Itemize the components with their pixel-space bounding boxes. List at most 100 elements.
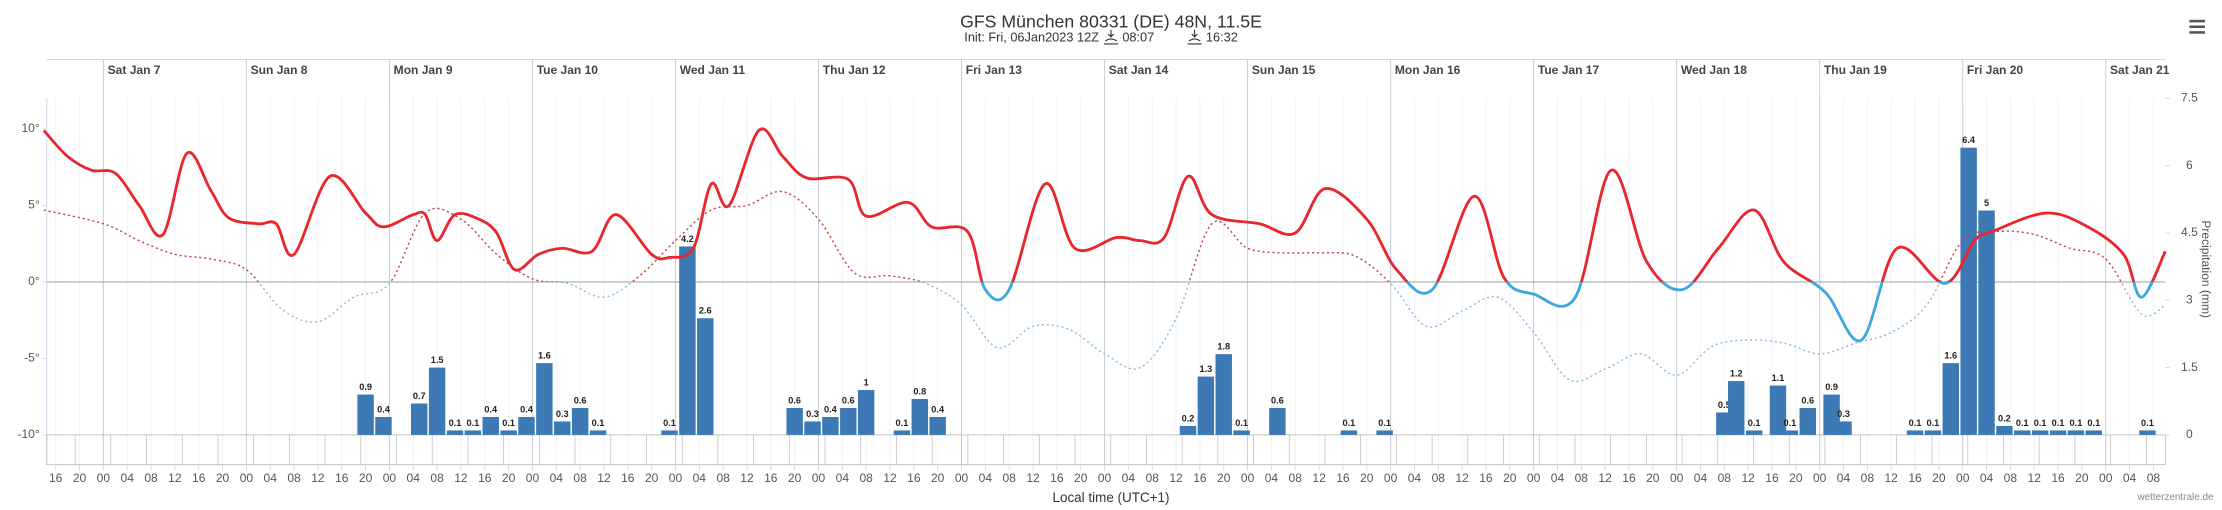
day-label: Wed Jan 18 <box>1681 63 1747 77</box>
precip-label: 0.1 <box>2070 418 2083 428</box>
x-tick-label: 20 <box>73 471 87 485</box>
wind-row-frame <box>46 434 2166 466</box>
precip-label: 1.6 <box>538 350 551 360</box>
precip-bar <box>1906 430 1924 435</box>
precip-label: 0.6 <box>1271 395 1284 405</box>
x-tick-label: 16 <box>1479 471 1493 485</box>
x-tick-label: 20 <box>1503 471 1517 485</box>
x-tick-label: 04 <box>1408 471 1422 485</box>
precip-label: 0.6 <box>788 395 801 405</box>
precip-label: 5 <box>1984 198 1989 208</box>
y2-tick-label: 4.5 <box>2181 225 2198 239</box>
precip-label: 0.2 <box>1998 413 2011 423</box>
x-tick-label: 04 <box>264 471 278 485</box>
sunrise-icon <box>1103 29 1119 45</box>
x-tick-label: 04 <box>836 471 850 485</box>
precip-label: 2.6 <box>699 306 712 316</box>
precip-label: 0.1 <box>2087 418 2100 428</box>
precip-label: 0.1 <box>466 418 479 428</box>
x-tick-label: 00 <box>955 471 969 485</box>
credit: wetterzentrale.de <box>2136 492 2213 503</box>
precip-label: 0.6 <box>842 395 855 405</box>
precip-bar <box>464 430 482 435</box>
precip-label: 0.3 <box>806 409 819 419</box>
wind-row <box>46 434 2166 466</box>
precip-label: 0.2 <box>1182 413 1195 423</box>
precip-bar <box>1745 430 1763 435</box>
x-tick-label: 12 <box>1741 471 1755 485</box>
x-tick-label: 12 <box>1312 471 1326 485</box>
day-label: Thu Jan 12 <box>823 63 886 77</box>
x-tick-label: 16 <box>49 471 63 485</box>
x-tick-label: 08 <box>716 471 730 485</box>
x-tick-label: 04 <box>979 471 993 485</box>
precip-bar <box>822 416 839 435</box>
precip-label: 0.6 <box>574 395 587 405</box>
precip-bar <box>1728 381 1745 435</box>
precip-label: 0.4 <box>824 404 838 414</box>
precip-label: 0.1 <box>1748 418 1761 428</box>
x-tick-label: 20 <box>1360 471 1374 485</box>
day-label: Sun Jan 15 <box>1252 63 1316 77</box>
x-tick-label: 12 <box>740 471 754 485</box>
x-tick-label: 12 <box>1169 471 1183 485</box>
x-tick-label: 20 <box>1217 471 1231 485</box>
x-tick-label: 08 <box>430 471 444 485</box>
x-tick-label: 00 <box>812 471 826 485</box>
precip-bar <box>2139 430 2156 435</box>
x-tick-label: 08 <box>1575 471 1589 485</box>
x-tick-label: 08 <box>573 471 587 485</box>
chart-title: GFS München 80331 (DE) 48N, 11.5E <box>960 11 1262 31</box>
precip-label: 0.6 <box>1801 395 1814 405</box>
precip-bar <box>1340 430 1358 435</box>
chart-subtitle: Init: Fri, 06Jan2023 12Z <box>964 30 1099 45</box>
precip-bar <box>1376 430 1393 435</box>
precip-bar <box>482 416 499 435</box>
precip-bar <box>536 363 553 435</box>
x-tick-label: 12 <box>1455 471 1469 485</box>
precip-label: 1.6 <box>1944 350 1957 360</box>
day-label: Fri Jan 13 <box>966 63 1022 77</box>
precip-bar <box>2031 430 2049 435</box>
menu-button[interactable] <box>2189 19 2205 34</box>
x-tick-label: 08 <box>1432 471 1446 485</box>
precip-bar <box>840 407 857 435</box>
x-tick-label: 00 <box>1813 471 1827 485</box>
y2-tick-label: 1.5 <box>2181 360 2198 374</box>
precip-label: 1.2 <box>1730 368 1743 378</box>
precip-bar <box>697 318 714 435</box>
x-axis-title: Local time (UTC+1) <box>1052 490 1169 505</box>
x-tick-label: 08 <box>1718 471 1732 485</box>
marks-layer: 0.9 0.4 0.7 1.5 0.1 0.1 0.4 0.1 0.4 1.6 0.3 0.6 0.1 0… <box>42 127 2167 435</box>
precip-label: 1.5 <box>431 355 444 365</box>
y-tick-label: 10° <box>21 121 39 135</box>
precip-bar <box>1179 425 1197 435</box>
x-tick-label: 20 <box>502 471 516 485</box>
precip-bar <box>1769 385 1787 435</box>
x-tick-label: 16 <box>335 471 349 485</box>
x-tick-label: 00 <box>526 471 540 485</box>
precip-bar <box>589 430 607 435</box>
x-tick-label: 04 <box>407 471 421 485</box>
x-tick-label: 16 <box>907 471 921 485</box>
x-tick-label: 00 <box>240 471 254 485</box>
precip-bar <box>1799 407 1816 435</box>
precip-label: 0.1 <box>1235 418 1248 428</box>
x-tick-label: 04 <box>550 471 564 485</box>
day-label: Wed Jan 11 <box>680 63 746 77</box>
precip-bar <box>1996 425 2013 435</box>
x-tick-label: 04 <box>1122 471 1136 485</box>
x-tick-label: 16 <box>1622 471 1636 485</box>
precip-label: 0.1 <box>1378 418 1391 428</box>
precip-label: 1.3 <box>1199 364 1212 374</box>
x-tick-label: 20 <box>359 471 373 485</box>
x-tick-label: 08 <box>1003 471 1017 485</box>
precip-bar <box>679 246 696 435</box>
x-tick-label: 16 <box>1908 471 1922 485</box>
precip-bar <box>1781 430 1799 435</box>
sunset-time: 16:32 <box>1206 30 1238 45</box>
precip-label: 0.9 <box>359 382 372 392</box>
y2-axis-title: Precipitation (mm) <box>2199 220 2213 318</box>
precip-bar <box>357 394 374 435</box>
